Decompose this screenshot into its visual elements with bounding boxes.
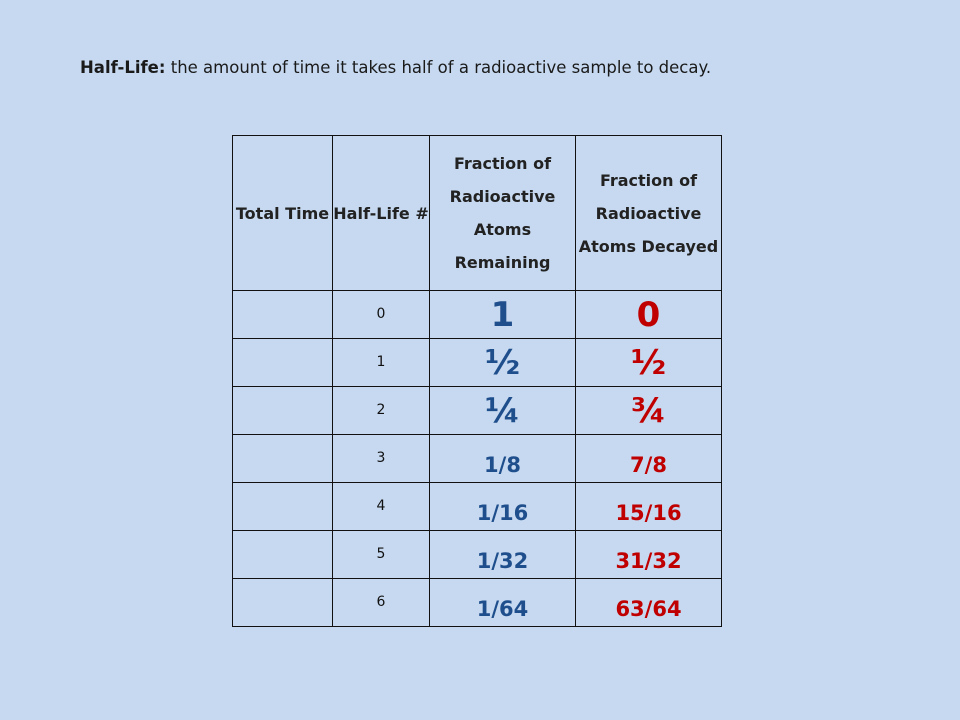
half-life-number: 5 xyxy=(376,546,386,562)
half-life-number: 0 xyxy=(376,306,386,322)
fraction-remaining: 1/16 xyxy=(476,501,529,525)
fraction-decayed: ¾ xyxy=(630,391,667,431)
table-body: 0 1 0 1 ½ ½ 2 ¼ ¾ 3 1/8 7/8 4 1/16 15/16 5 1/32 31/32 6 1/6… xyxy=(232,290,722,627)
half-life-number: 6 xyxy=(376,594,386,610)
half-life-number: 3 xyxy=(376,450,386,466)
header-total-time: Total Time xyxy=(232,135,333,291)
fraction-remaining: 1/32 xyxy=(476,549,529,573)
decayed-cell: 31/32 xyxy=(575,530,722,579)
fraction-decayed: 63/64 xyxy=(615,597,682,621)
fraction-remaining: ½ xyxy=(484,343,521,383)
half-life-number-cell: 1 xyxy=(332,338,430,387)
remaining-cell: 1/8 xyxy=(429,434,576,483)
total-time-cell xyxy=(232,386,333,435)
decayed-cell: ¾ xyxy=(575,386,722,435)
remaining-cell: 1 xyxy=(429,290,576,339)
header-fraction-remaining: Fraction of Radioactive Atoms Remaining xyxy=(429,135,576,291)
half-life-number-cell: 6 xyxy=(332,578,430,627)
fraction-remaining: 1 xyxy=(490,295,515,335)
half-life-number: 4 xyxy=(376,498,386,514)
table-row: 5 1/32 31/32 xyxy=(232,530,722,579)
total-time-cell xyxy=(232,530,333,579)
fraction-decayed: 7/8 xyxy=(630,453,667,477)
definition-term: Half-Life: xyxy=(80,58,166,77)
half-life-number-cell: 0 xyxy=(332,290,430,339)
fraction-remaining: ¼ xyxy=(484,391,521,431)
total-time-cell xyxy=(232,338,333,387)
remaining-cell: ½ xyxy=(429,338,576,387)
remaining-cell: 1/64 xyxy=(429,578,576,627)
fraction-decayed: 0 xyxy=(636,295,661,335)
half-life-number-cell: 5 xyxy=(332,530,430,579)
definition-text: the amount of time it takes half of a ra… xyxy=(170,58,712,77)
fraction-remaining: 1/8 xyxy=(484,453,521,477)
fraction-decayed: ½ xyxy=(630,343,667,383)
decayed-cell: 15/16 xyxy=(575,482,722,531)
remaining-cell: 1/32 xyxy=(429,530,576,579)
header-fraction-decayed: Fraction of Radioactive Atoms Decayed xyxy=(575,135,722,291)
table-row: 2 ¼ ¾ xyxy=(232,386,722,435)
table-row: 4 1/16 15/16 xyxy=(232,482,722,531)
half-life-table: Total Time Half-Life # Fraction of Radio… xyxy=(232,135,722,627)
half-life-number: 1 xyxy=(376,354,386,370)
remaining-cell: 1/16 xyxy=(429,482,576,531)
table-row: 3 1/8 7/8 xyxy=(232,434,722,483)
half-life-definition: Half-Life: the amount of time it takes h… xyxy=(80,58,711,77)
total-time-cell xyxy=(232,578,333,627)
decayed-cell: ½ xyxy=(575,338,722,387)
half-life-number-cell: 4 xyxy=(332,482,430,531)
fraction-remaining: 1/64 xyxy=(476,597,529,621)
decayed-cell: 63/64 xyxy=(575,578,722,627)
fraction-decayed: 31/32 xyxy=(615,549,682,573)
decayed-cell: 0 xyxy=(575,290,722,339)
fraction-decayed: 15/16 xyxy=(615,501,682,525)
decayed-cell: 7/8 xyxy=(575,434,722,483)
header-half-life-number: Half-Life # xyxy=(332,135,430,291)
table-row: 0 1 0 xyxy=(232,290,722,339)
remaining-cell: ¼ xyxy=(429,386,576,435)
total-time-cell xyxy=(232,482,333,531)
table-row: 1 ½ ½ xyxy=(232,338,722,387)
total-time-cell xyxy=(232,434,333,483)
table-row: 6 1/64 63/64 xyxy=(232,578,722,627)
half-life-number: 2 xyxy=(376,402,386,418)
half-life-number-cell: 3 xyxy=(332,434,430,483)
table-header-row: Total Time Half-Life # Fraction of Radio… xyxy=(232,135,722,291)
total-time-cell xyxy=(232,290,333,339)
half-life-number-cell: 2 xyxy=(332,386,430,435)
